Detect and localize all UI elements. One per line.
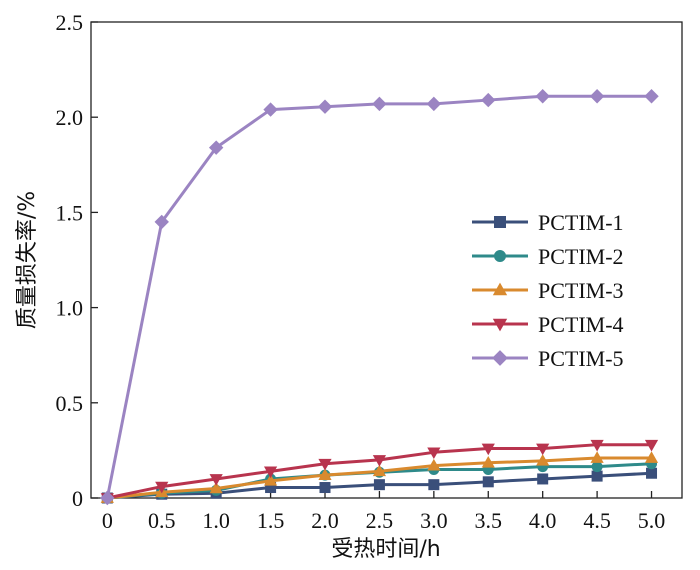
data-point — [427, 447, 441, 460]
y-tick-label: 2.5 — [56, 10, 84, 35]
x-axis-title: 受热时间/h — [331, 537, 440, 562]
x-tick-label: 1.0 — [202, 508, 230, 533]
y-axis: 0 0.5 1.0 1.5 2.0 2.5 — [56, 10, 98, 511]
data-point — [536, 443, 550, 456]
series-pctim-5 — [100, 89, 659, 506]
data-point — [644, 89, 659, 104]
legend-marker — [492, 318, 508, 332]
x-tick-label: 1.5 — [257, 508, 285, 533]
legend-label: PCTIM-5 — [538, 346, 624, 371]
data-point — [372, 96, 387, 112]
legend-label: PCTIM-1 — [538, 210, 624, 235]
legend-marker — [492, 282, 508, 296]
data-point — [208, 140, 224, 155]
y-tick-label: 0 — [72, 486, 83, 511]
legend-item: PCTIM-2 — [472, 244, 624, 269]
x-tick-label: 2.0 — [311, 508, 339, 533]
x-tick-label: 2.5 — [366, 508, 394, 533]
y-tick-label: 0.5 — [56, 391, 84, 416]
legend: PCTIM-1 PCTIM-2 PCTIM-3 PCTIM-4 PCTIM-5 — [472, 210, 624, 371]
x-axis: 0 0.5 1.0 1.5 2.0 2.5 3.0 3.5 4.0 4.5 5.0 — [102, 491, 665, 533]
data-point — [481, 443, 495, 456]
series-layer — [100, 89, 659, 506]
plot-frame — [90, 21, 683, 499]
data-point — [428, 479, 440, 491]
x-tick-label: 0 — [102, 508, 113, 533]
legend-label: PCTIM-4 — [538, 312, 624, 337]
data-point — [263, 466, 278, 479]
data-point — [589, 89, 605, 104]
data-point — [481, 456, 495, 468]
data-point — [318, 458, 332, 471]
data-point — [373, 479, 385, 491]
legend-item: PCTIM-4 — [472, 312, 624, 337]
data-point — [263, 474, 278, 486]
y-tick-label: 2.0 — [56, 105, 84, 130]
y-tick-label: 1.0 — [56, 296, 84, 321]
data-point — [646, 467, 658, 479]
data-point — [481, 92, 496, 108]
legend-marker — [494, 216, 506, 228]
x-tick-label: 5.0 — [638, 508, 666, 533]
data-point — [591, 461, 603, 473]
data-point — [317, 99, 333, 114]
legend-item: PCTIM-1 — [472, 210, 624, 235]
data-point — [263, 102, 278, 117]
data-point — [372, 464, 387, 477]
data-point — [590, 439, 604, 452]
x-tick-label: 4.0 — [529, 508, 557, 533]
data-point — [590, 451, 604, 463]
data-point — [427, 458, 441, 471]
y-tick-label: 1.5 — [56, 200, 84, 225]
x-tick-label: 3.5 — [475, 508, 503, 533]
data-point — [154, 214, 169, 230]
data-point — [372, 455, 387, 467]
x-tick-label: 0.5 — [148, 508, 176, 533]
legend-marker — [494, 250, 506, 262]
data-point — [318, 468, 332, 480]
data-point — [209, 474, 223, 486]
data-point — [155, 481, 169, 494]
legend-label: PCTIM-3 — [538, 278, 624, 303]
data-point — [319, 482, 331, 494]
data-point — [536, 454, 550, 466]
series-pctim-4 — [100, 439, 659, 505]
data-point — [537, 473, 549, 485]
data-point — [209, 481, 223, 494]
data-point — [482, 476, 494, 488]
legend-item: PCTIM-5 — [472, 346, 624, 371]
data-point — [644, 451, 659, 463]
y-axis-title: 质量损失率/% — [15, 191, 40, 329]
legend-item: PCTIM-3 — [472, 278, 624, 303]
x-tick-label: 3.0 — [420, 508, 448, 533]
legend-marker — [492, 350, 508, 366]
x-tick-label: 4.5 — [583, 508, 611, 533]
data-point — [591, 470, 603, 482]
legend-label: PCTIM-2 — [538, 244, 624, 269]
data-point — [644, 439, 659, 452]
data-point — [535, 89, 550, 104]
data-point — [100, 490, 115, 506]
series-pctim-3 — [100, 451, 659, 503]
data-point — [426, 96, 442, 112]
